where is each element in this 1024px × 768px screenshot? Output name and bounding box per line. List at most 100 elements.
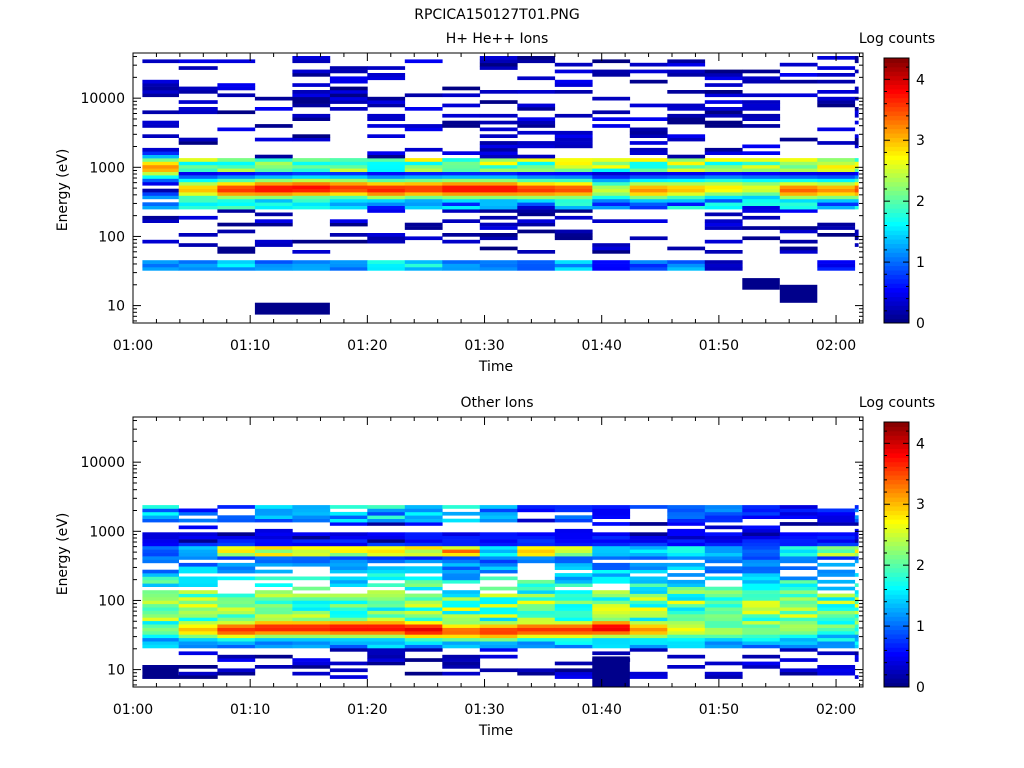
spectrogram-cell: [217, 83, 256, 87]
panel-h-he-ions: H+ He++ Ions Log counts 1010010001000001…: [55, 31, 935, 375]
spectrogram-cell: [479, 171, 518, 176]
colorbar-segment: [884, 510, 909, 516]
spectrogram-cell: [292, 239, 331, 244]
spectrogram-cell: [442, 205, 481, 210]
spectrogram-cell: [367, 178, 406, 183]
spectrogram-cell: [292, 505, 331, 509]
spectrogram-cell: [479, 164, 518, 169]
spectrogram-cell: [178, 576, 218, 581]
spectrogram-cell: [667, 542, 706, 547]
spectrogram-cell: [292, 175, 331, 179]
spectrogram-cell: [254, 222, 293, 227]
spectrogram-cell: [442, 600, 481, 605]
spectrogram-cell: [629, 161, 668, 166]
spectrogram-cell: [292, 518, 331, 523]
spectrogram-cell: [367, 171, 406, 176]
spectrogram-cell: [254, 302, 330, 315]
spectrogram-cell: [178, 542, 218, 547]
spectrogram-cell: [667, 107, 706, 111]
spectrogram-cell: [329, 100, 368, 104]
spectrogram-cell: [667, 654, 706, 659]
spectrogram-cell: [479, 260, 518, 264]
spectrogram-cell: [517, 219, 556, 223]
spectrogram-cell: [517, 103, 556, 108]
spectrogram-cell: [592, 627, 631, 632]
spectrogram-cell: [178, 637, 218, 642]
colorbar-segment: [884, 164, 909, 169]
spectrogram-cell: [367, 634, 406, 639]
spectrogram-cell: [629, 103, 668, 108]
spectrogram-cell: [779, 168, 818, 172]
spectrogram-cell: [554, 610, 593, 615]
spectrogram-cell: [704, 175, 743, 179]
colorbar-segment: [884, 133, 909, 138]
spectrogram-cell: [779, 597, 818, 601]
colorbar-tick-label: 0: [916, 316, 925, 332]
spectrogram-cell: [442, 168, 481, 172]
spectrogram-cell: [817, 263, 856, 268]
spectrogram-cell: [479, 267, 518, 271]
spectrogram-cell: [817, 267, 856, 271]
spectrogram-cell: [667, 518, 706, 523]
spectrogram-cell: [667, 583, 706, 587]
spectrogram-cell: [404, 617, 443, 622]
spectrogram-cell: [479, 144, 518, 149]
spectrogram-cell: [817, 665, 856, 669]
spectrogram-cell: [742, 637, 781, 642]
spectrogram-cell: [217, 542, 256, 547]
spectrogram-cell: [817, 617, 856, 622]
spectrogram-cell: [367, 522, 406, 526]
spectrogram-cell: [742, 69, 781, 74]
colorbar-tick-label: 1: [916, 619, 925, 635]
spectrogram-cell: [554, 573, 593, 577]
spectrogram-cell: [178, 110, 218, 115]
spectrogram-cell: [554, 528, 593, 533]
colorbar-segment: [884, 581, 909, 586]
spectrogram-cell: [367, 505, 406, 509]
spectrogram-cell: [479, 631, 518, 635]
spectrogram-cell: [178, 158, 218, 162]
spectrogram-cell: [629, 542, 668, 547]
colorbar-segment: [884, 682, 909, 688]
spectrogram-cell: [592, 651, 631, 656]
spectrogram-cell: [592, 511, 631, 516]
spectrogram-cell: [779, 586, 818, 591]
spectrogram-cell: [592, 110, 631, 115]
spectrogram-cell: [292, 641, 331, 645]
spectrogram-cell: [142, 171, 179, 176]
spectrogram-cell: [704, 161, 743, 166]
spectrogram-cell: [629, 552, 668, 557]
spectrogram-cell: [629, 583, 668, 587]
spectrogram-cell: [854, 559, 859, 564]
spectrogram-cell: [329, 511, 368, 516]
spectrogram-cell: [742, 117, 781, 121]
spectrogram-cell: [667, 620, 706, 625]
spectrogram-cell: [442, 239, 481, 244]
spectrogram-cell: [442, 164, 481, 169]
spectrogram-cell: [178, 260, 218, 264]
spectrogram-cell: [779, 617, 818, 622]
spectrogram-cell: [742, 151, 781, 155]
spectrogram-cell: [217, 192, 256, 196]
spectrogram-cell: [142, 219, 179, 223]
spectrogram-cell: [517, 631, 556, 635]
spectrogram-cell: [592, 545, 631, 550]
spectrogram-cell: [178, 614, 218, 618]
spectrogram-cell: [404, 93, 443, 98]
spectrogram-cell: [629, 192, 668, 196]
spectrogram-cell: [292, 93, 331, 98]
spectrogram-cell: [554, 263, 593, 268]
spectrogram-cell: [779, 158, 818, 162]
spectrogram-cell: [667, 195, 706, 200]
spectrogram-cell: [142, 549, 179, 553]
colorbar-segment: [884, 71, 909, 77]
spectrogram-cell: [817, 549, 856, 553]
spectrogram-cell: [178, 603, 218, 608]
spectrogram-cell: [292, 539, 331, 543]
spectrogram-cell: [178, 107, 218, 111]
spectrogram-cell: [554, 624, 593, 628]
spectrogram-cell: [629, 637, 668, 642]
spectrogram-cell: [442, 624, 481, 628]
spectrogram-cell: [142, 59, 179, 64]
spectrogram-cell: [629, 545, 668, 550]
